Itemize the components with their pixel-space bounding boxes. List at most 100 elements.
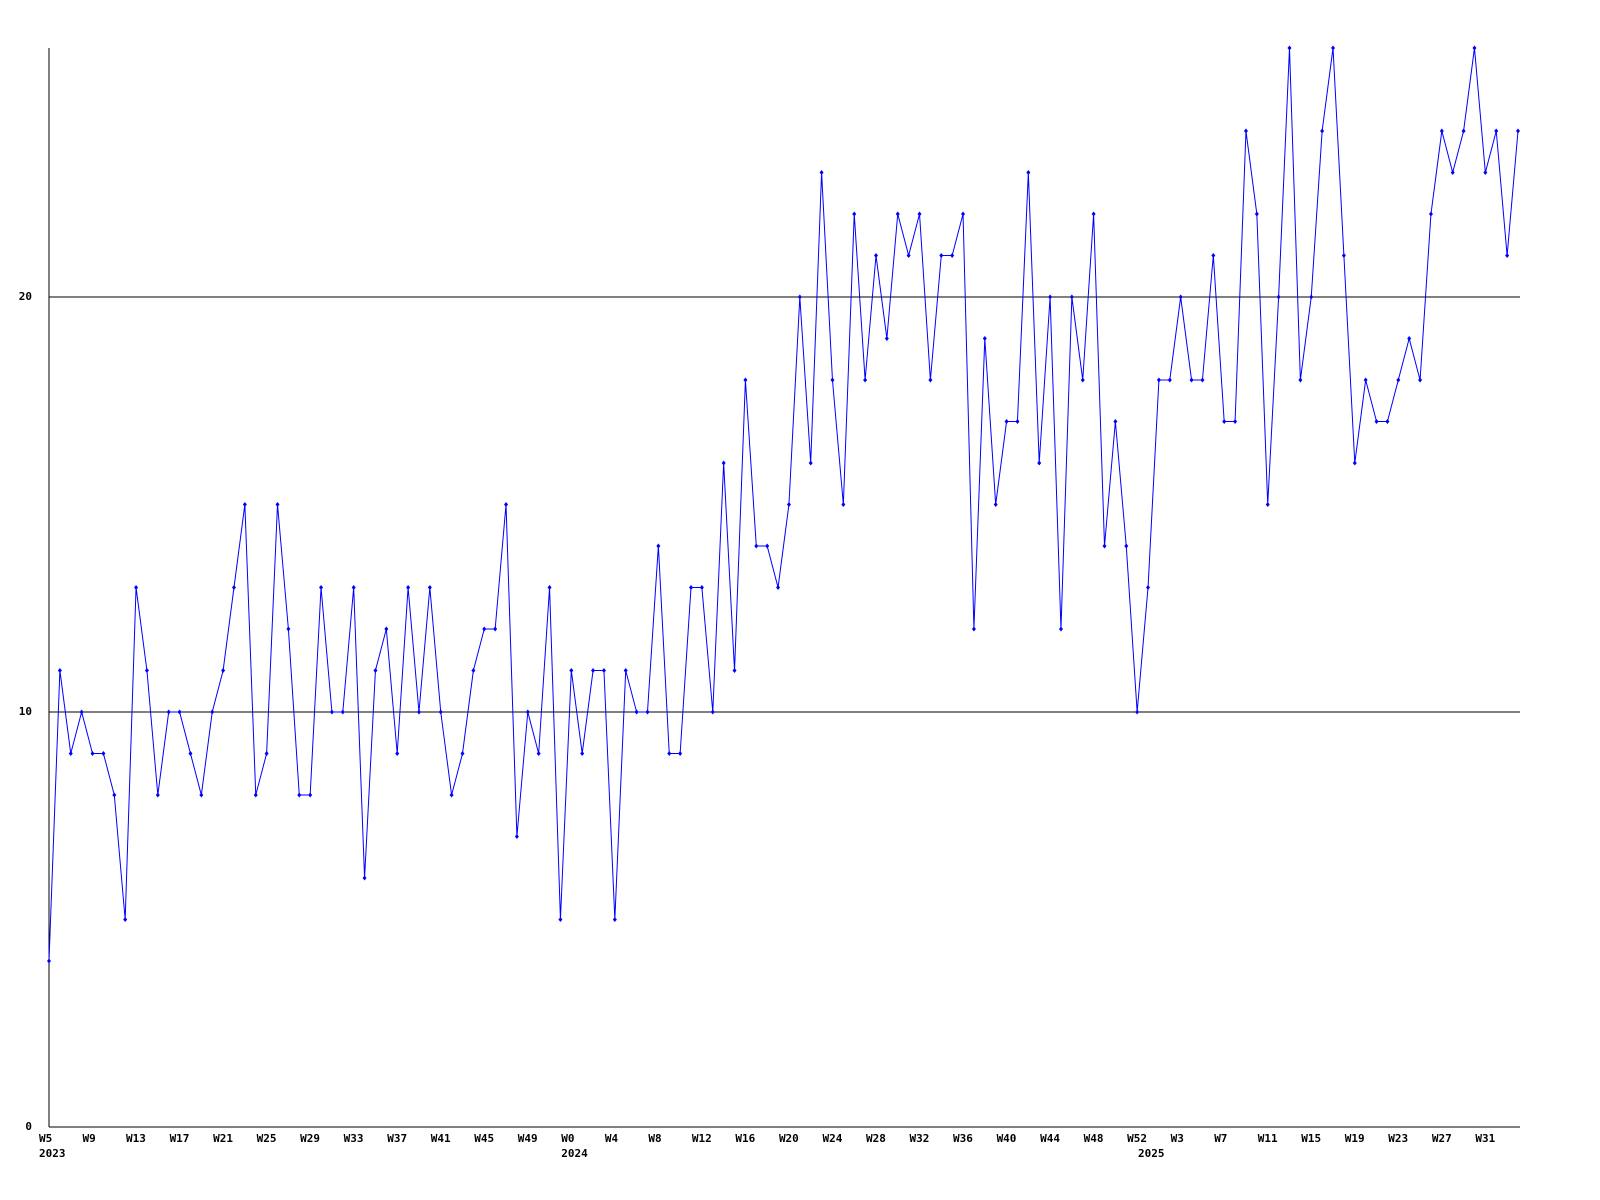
point xyxy=(1265,502,1270,507)
point xyxy=(1374,419,1379,424)
x-tick-label: W7 xyxy=(1214,1132,1227,1145)
point xyxy=(1069,294,1074,300)
point xyxy=(1428,211,1433,217)
x-tick-label: W19 xyxy=(1345,1132,1365,1145)
point xyxy=(1189,377,1194,383)
point xyxy=(1418,377,1423,383)
point xyxy=(438,709,443,715)
point xyxy=(101,751,106,756)
x-tick-label: W16 xyxy=(735,1132,755,1145)
x-tick-label: W23 xyxy=(1388,1132,1408,1145)
point xyxy=(1178,294,1183,300)
point xyxy=(776,585,781,590)
point xyxy=(297,792,302,798)
point xyxy=(1483,170,1488,175)
x-tick-label: W0 xyxy=(561,1132,574,1145)
point xyxy=(950,253,955,258)
point xyxy=(384,626,389,632)
point xyxy=(155,792,160,798)
point xyxy=(1102,543,1107,549)
x-tick-label: W27 xyxy=(1432,1132,1452,1145)
point xyxy=(689,585,694,590)
point xyxy=(1135,709,1140,715)
point xyxy=(112,792,117,798)
point xyxy=(395,751,400,756)
point xyxy=(1309,294,1314,300)
point xyxy=(1352,460,1357,466)
point xyxy=(1341,253,1346,258)
point xyxy=(79,709,84,715)
point xyxy=(601,668,606,673)
point xyxy=(569,668,574,673)
point xyxy=(1200,377,1205,383)
point xyxy=(1461,128,1466,134)
point xyxy=(1222,419,1227,424)
point xyxy=(275,502,280,507)
x-tick-label: W31 xyxy=(1475,1132,1495,1145)
point xyxy=(656,543,661,549)
point xyxy=(123,917,128,922)
point xyxy=(286,626,291,632)
point xyxy=(68,751,73,756)
point xyxy=(743,377,748,383)
point xyxy=(612,917,617,922)
point xyxy=(961,211,966,217)
point xyxy=(558,917,563,922)
x-tick-label: W33 xyxy=(344,1132,364,1145)
point xyxy=(873,253,878,258)
x-tick-label: W45 xyxy=(474,1132,494,1145)
x-tick-label: W20 xyxy=(779,1132,799,1145)
series-line xyxy=(48,47,1519,962)
point xyxy=(144,668,149,673)
point xyxy=(416,709,421,715)
point xyxy=(591,668,596,673)
point xyxy=(525,709,530,715)
point xyxy=(1516,128,1520,134)
point xyxy=(471,668,476,673)
point xyxy=(580,751,585,756)
point xyxy=(1026,170,1031,175)
point xyxy=(732,668,737,673)
point xyxy=(710,709,715,715)
point xyxy=(786,502,791,507)
point xyxy=(1472,45,1477,51)
x-tick-label: W28 xyxy=(866,1132,886,1145)
point xyxy=(884,336,889,341)
x-tick-label: W11 xyxy=(1258,1132,1278,1145)
x-tick-label: W49 xyxy=(518,1132,538,1145)
point xyxy=(57,668,62,673)
x-tick-label: W12 xyxy=(692,1132,712,1145)
point xyxy=(351,585,356,590)
point xyxy=(536,751,541,756)
point xyxy=(1385,419,1390,424)
x-year-label: 2025 xyxy=(1138,1147,1165,1160)
point xyxy=(1080,377,1085,383)
point xyxy=(1233,419,1238,424)
point xyxy=(482,626,487,632)
point xyxy=(1407,336,1412,341)
x-tick-label: W5 xyxy=(39,1132,52,1145)
point xyxy=(917,211,922,217)
point xyxy=(199,792,204,798)
point xyxy=(134,585,139,590)
point xyxy=(852,211,857,217)
point xyxy=(449,792,454,798)
point xyxy=(210,709,215,715)
point xyxy=(841,502,846,507)
point xyxy=(90,751,95,756)
point xyxy=(634,709,639,715)
point xyxy=(231,585,236,590)
point xyxy=(242,502,247,507)
y-tick-label: 20 xyxy=(19,290,32,303)
point xyxy=(993,502,998,507)
point xyxy=(1124,543,1129,549)
point xyxy=(1439,128,1444,134)
point xyxy=(340,709,345,715)
x-tick-label: W36 xyxy=(953,1132,973,1145)
point xyxy=(1254,211,1259,217)
point xyxy=(1015,419,1020,424)
y-tick-label: 10 xyxy=(19,705,32,718)
point xyxy=(830,377,835,383)
point xyxy=(971,626,976,632)
point xyxy=(1167,377,1172,383)
